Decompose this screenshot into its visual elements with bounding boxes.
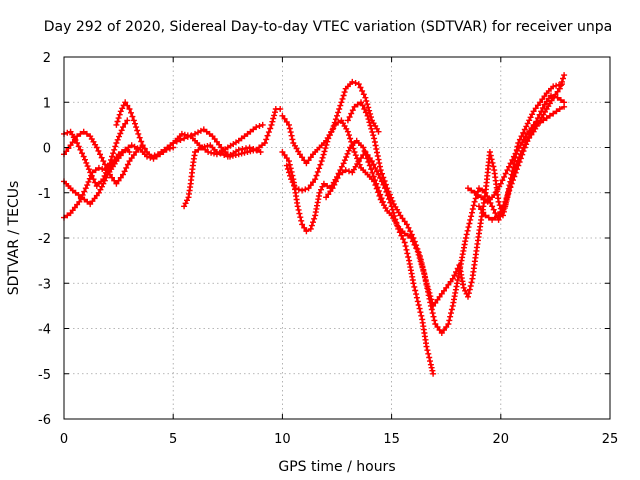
y-tick-label: -6 bbox=[38, 413, 51, 428]
series-line bbox=[324, 150, 435, 375]
series-markers bbox=[476, 92, 568, 223]
x-tick-label: 5 bbox=[169, 432, 177, 447]
x-tick-label: 0 bbox=[60, 432, 68, 447]
series-track-8 bbox=[279, 137, 386, 235]
series-line bbox=[62, 119, 129, 188]
grid bbox=[64, 57, 610, 419]
series-track-10 bbox=[283, 81, 565, 336]
x-tick-label: 10 bbox=[274, 432, 291, 447]
y-tick-label: -3 bbox=[38, 277, 51, 292]
y-tick-label: -4 bbox=[38, 323, 51, 338]
y-axis-label: SDTVAR / TECUs bbox=[6, 181, 22, 296]
series-markers bbox=[181, 142, 264, 210]
y-tick-label: -2 bbox=[38, 232, 51, 247]
x-tick-label: 15 bbox=[383, 432, 400, 447]
y-tick-label: 2 bbox=[43, 51, 51, 66]
x-tick-label: 25 bbox=[602, 432, 619, 447]
y-tick-label: 0 bbox=[43, 142, 51, 157]
x-tick-label: 20 bbox=[493, 432, 510, 447]
y-tick-label: -1 bbox=[38, 187, 51, 202]
chart-title: Day 292 of 2020, Sidereal Day-to-day VTE… bbox=[44, 19, 612, 35]
data-series bbox=[61, 72, 568, 377]
x-axis-label: GPS time / hours bbox=[278, 459, 395, 475]
series-line bbox=[285, 83, 564, 335]
series-track-7 bbox=[181, 142, 264, 210]
y-tick-label: -5 bbox=[38, 368, 51, 383]
axis-ticks: 0 5 10 15 20 25 -6 -5 -4 -3 -2 -1 0 1 2 bbox=[38, 51, 618, 447]
series-track-14 bbox=[476, 92, 568, 223]
y-tick-label: 1 bbox=[43, 96, 51, 111]
series-markers bbox=[283, 81, 565, 336]
